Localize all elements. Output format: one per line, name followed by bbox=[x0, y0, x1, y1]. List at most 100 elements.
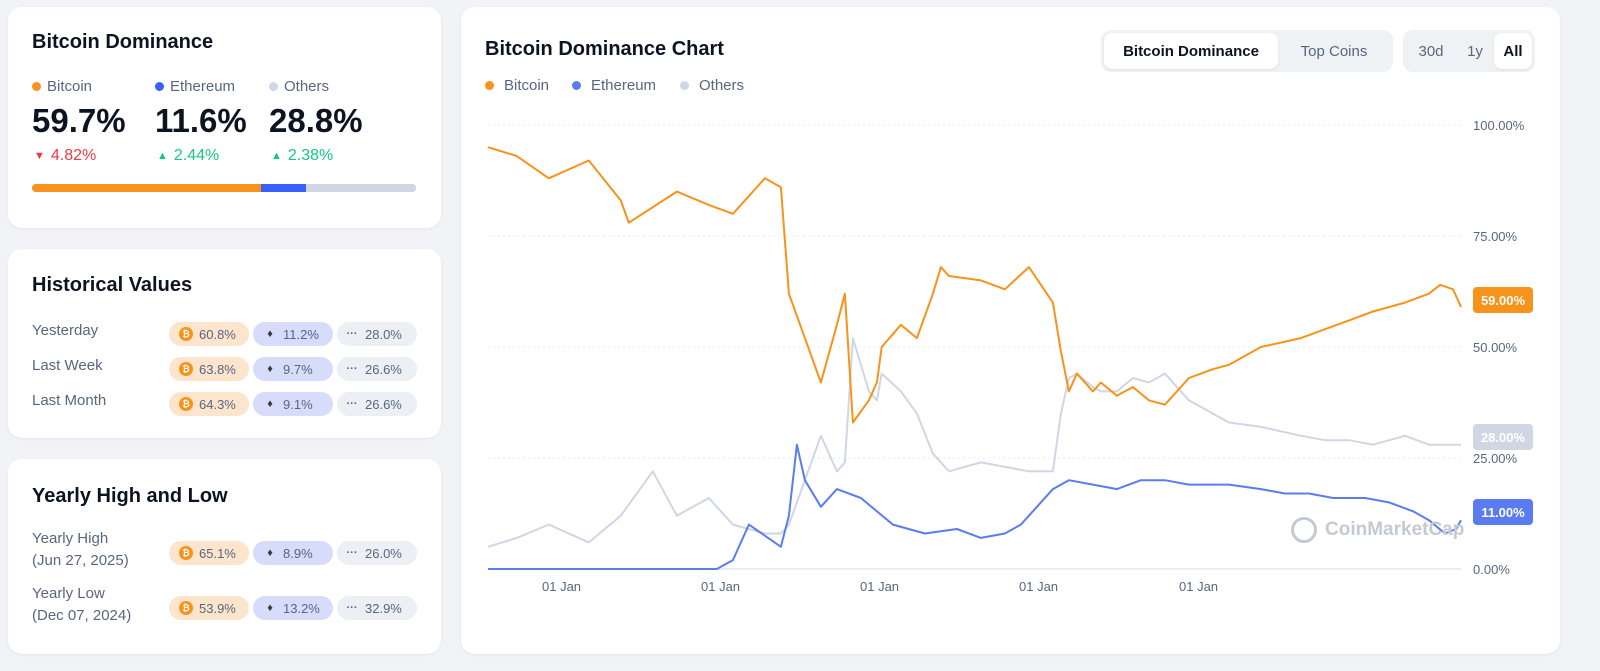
chart-legend-bitcoin[interactable]: Bitcoin bbox=[485, 77, 549, 94]
ethereum-change-value: 2.44% bbox=[173, 147, 220, 164]
eth-value: 9.7% bbox=[283, 361, 313, 377]
x-tick-label: 01 Jan bbox=[1179, 579, 1219, 594]
bitcoin-icon: ₿ bbox=[179, 362, 193, 376]
series-line-bitcoin[interactable] bbox=[487, 146, 1462, 424]
historical-btc-pill: ₿ 64.3% bbox=[169, 392, 249, 416]
btc-value: 53.9% bbox=[199, 600, 236, 616]
chart-legend-others-label: Others bbox=[699, 77, 745, 94]
ethereum-icon: ♦ bbox=[267, 602, 273, 614]
others-value: 32.9% bbox=[365, 600, 402, 616]
yearly-low-date: (Dec 07, 2024) bbox=[32, 607, 132, 624]
bitcoin-dot-icon bbox=[485, 81, 494, 90]
legend-bitcoin: Bitcoin bbox=[32, 78, 92, 95]
ellipsis-icon: ··· bbox=[346, 398, 358, 410]
historical-eth-pill: ♦ 9.1% bbox=[253, 392, 333, 416]
x-tick-label: 01 Jan bbox=[701, 579, 741, 594]
legend-ethereum: Ethereum bbox=[155, 78, 235, 95]
ethereum-icon: ♦ bbox=[267, 363, 273, 375]
eth-value: 8.9% bbox=[283, 545, 313, 561]
historical-row-label: Yesterday bbox=[32, 322, 99, 339]
watermark-text: CoinMarketCap bbox=[1325, 519, 1465, 540]
coinmarketcap-logo-icon bbox=[1291, 517, 1317, 543]
ellipsis-icon: ··· bbox=[346, 547, 358, 559]
eth-value: 13.2% bbox=[283, 600, 320, 616]
btc-value: 63.8% bbox=[199, 361, 236, 377]
historical-others-pill: ··· 28.0% bbox=[337, 322, 417, 346]
ethereum-current-badge: 11.00% bbox=[1473, 499, 1533, 525]
yearly-high-date: (Jun 27, 2025) bbox=[32, 552, 129, 569]
range-30d[interactable]: 30d bbox=[1418, 42, 1444, 60]
legend-ethereum-label: Ethereum bbox=[170, 78, 236, 95]
eth-value: 11.2% bbox=[283, 326, 319, 342]
dominance-title: Bitcoin Dominance bbox=[32, 31, 214, 53]
others-dot-icon bbox=[680, 81, 689, 90]
dominance-share-bar bbox=[32, 184, 416, 192]
bitcoin-icon: ₿ bbox=[179, 546, 193, 560]
caret-up-icon: ▲ bbox=[157, 150, 168, 162]
legend-others-label: Others bbox=[284, 78, 330, 95]
dominance-line-chart[interactable] bbox=[461, 7, 1560, 654]
historical-title: Historical Values bbox=[32, 274, 193, 296]
ethereum-icon: ♦ bbox=[267, 398, 273, 410]
ethereum-change: ▲ 2.44% bbox=[157, 147, 219, 165]
chart-legend-others[interactable]: Others bbox=[680, 77, 744, 94]
series-line-ethereum[interactable] bbox=[488, 443, 1462, 570]
yearly-eth-pill: ♦ 8.9% bbox=[253, 541, 333, 565]
others-change: ▲ 2.38% bbox=[271, 147, 333, 165]
bitcoin-share-segment bbox=[32, 184, 262, 192]
yearly-others-pill: ··· 32.9% bbox=[337, 596, 417, 620]
series-line-others[interactable] bbox=[487, 337, 1461, 548]
eth-value: 9.1% bbox=[283, 396, 313, 412]
bitcoin-current-badge: 59.00% bbox=[1473, 287, 1533, 313]
chart-card: Bitcoin Dominance Chart Bitcoin Dominanc… bbox=[461, 7, 1560, 654]
y-tick-label: 25.00% bbox=[1473, 451, 1518, 466]
caret-down-icon: ▼ bbox=[34, 150, 45, 162]
y-tick-label: 75.00% bbox=[1473, 229, 1518, 244]
btc-value: 64.3% bbox=[199, 396, 236, 412]
yearly-others-pill: ··· 26.0% bbox=[337, 541, 417, 565]
tab-bitcoin-dominance[interactable]: Bitcoin Dominance bbox=[1104, 33, 1278, 69]
others-value: 26.0% bbox=[365, 545, 402, 561]
yearly-high-text: Yearly High bbox=[32, 530, 109, 547]
chart-title: Bitcoin Dominance Chart bbox=[485, 38, 724, 60]
tab-top-coins[interactable]: Top Coins bbox=[1300, 42, 1368, 60]
historical-eth-pill: ♦ 9.7% bbox=[253, 357, 333, 381]
yearly-high-label: Yearly High (Jun 27, 2025) bbox=[32, 528, 129, 572]
chart-legend-bitcoin-label: Bitcoin bbox=[504, 77, 550, 94]
y-tick-label: 50.00% bbox=[1473, 340, 1518, 355]
historical-row-label: Last Week bbox=[32, 357, 103, 374]
bitcoin-dominance-value: 59.7% bbox=[32, 102, 126, 139]
x-tick-label: 01 Jan bbox=[1019, 579, 1059, 594]
y-tick-label: 100.00% bbox=[1473, 118, 1525, 133]
bitcoin-icon: ₿ bbox=[179, 327, 193, 341]
historical-others-pill: ··· 26.6% bbox=[337, 357, 417, 381]
caret-up-icon: ▲ bbox=[271, 150, 282, 162]
ethereum-dot-icon bbox=[572, 81, 581, 90]
chart-legend-ethereum[interactable]: Ethereum bbox=[572, 77, 656, 94]
yearly-low-text: Yearly Low bbox=[32, 585, 105, 602]
range-1y[interactable]: 1y bbox=[1467, 42, 1483, 60]
yearly-btc-pill: ₿ 65.1% bbox=[169, 541, 249, 565]
x-tick-label: 01 Jan bbox=[860, 579, 900, 594]
bitcoin-icon: ₿ bbox=[179, 601, 193, 615]
coinmarketcap-watermark: CoinMarketCap bbox=[1291, 517, 1464, 543]
yearly-title: Yearly High and Low bbox=[32, 485, 228, 507]
historical-eth-pill: ♦ 11.2% bbox=[253, 322, 333, 346]
ellipsis-icon: ··· bbox=[346, 328, 358, 340]
others-change-value: 2.38% bbox=[287, 147, 334, 164]
range-all[interactable]: All bbox=[1494, 33, 1532, 69]
others-current-badge: 28.00% bbox=[1473, 424, 1533, 450]
historical-row-label: Last Month bbox=[32, 392, 107, 409]
others-dominance-value: 28.8% bbox=[269, 102, 363, 139]
others-dot-icon bbox=[269, 82, 278, 91]
ethereum-dominance-value: 11.6% bbox=[155, 102, 247, 139]
others-value: 26.6% bbox=[365, 396, 402, 412]
ethereum-dot-icon bbox=[155, 82, 164, 91]
yearly-card: Yearly High and Low Yearly High (Jun 27,… bbox=[8, 459, 441, 654]
historical-others-pill: ··· 26.6% bbox=[337, 392, 417, 416]
view-toggle: Bitcoin Dominance Top Coins bbox=[1101, 30, 1393, 72]
bitcoin-change-value: 4.82% bbox=[50, 147, 97, 164]
bitcoin-icon: ₿ bbox=[179, 397, 193, 411]
others-value: 26.6% bbox=[365, 361, 402, 377]
btc-value: 60.8% bbox=[199, 326, 236, 342]
